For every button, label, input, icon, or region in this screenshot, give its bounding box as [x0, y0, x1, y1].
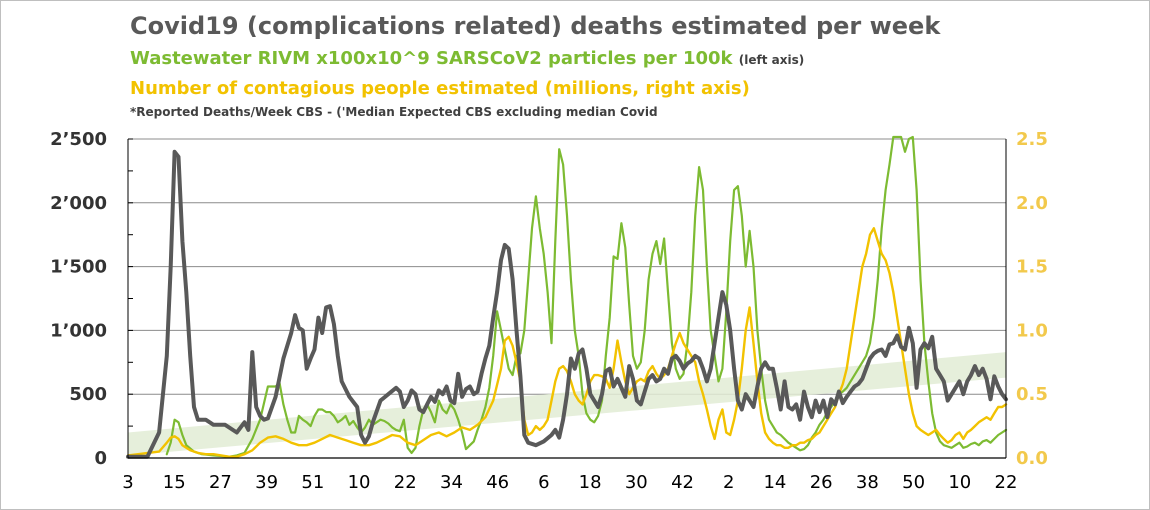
x-tick-label: 3 — [122, 472, 133, 493]
y-right-tick-label: 0.0 — [1016, 448, 1048, 469]
x-tick-label: 51 — [301, 472, 324, 493]
series-lines — [126, 135, 1008, 459]
x-tick-label: 50 — [902, 472, 925, 493]
x-tick-label: 38 — [856, 472, 879, 493]
subtitle-wastewater-note: (left axis) — [738, 53, 805, 67]
axes — [127, 138, 1007, 459]
x-tick-label: 34 — [440, 472, 463, 493]
x-tick-label: 2 — [723, 472, 734, 493]
x-tick-label: 14 — [763, 472, 786, 493]
y-left-tick-label: 1’500 — [50, 257, 107, 278]
y-left-tick-label: 2’000 — [50, 193, 107, 214]
x-tick-label: 6 — [538, 472, 549, 493]
chart-note: *Reported Deaths/Week CBS - ('Median Exp… — [130, 105, 658, 119]
y-right-tick-label: 2.0 — [1016, 193, 1048, 214]
x-tick-label: 18 — [579, 472, 602, 493]
x-tick-label: 15 — [163, 472, 186, 493]
deaths-line — [126, 149, 1008, 459]
x-tick-label: 10 — [948, 472, 971, 493]
x-tick-label: 30 — [625, 472, 648, 493]
y-right-tick-label: 0.5 — [1016, 384, 1048, 405]
x-tick-label: 22 — [394, 472, 417, 493]
y-left-tick-label: 1’000 — [50, 320, 107, 341]
x-tick-label: 22 — [995, 472, 1018, 493]
subtitle-wastewater-text: Wastewater RIVM x100x10^9 SARSCoV2 parti… — [130, 48, 733, 69]
chart-title: Covid19 (complications related) deaths e… — [130, 12, 941, 40]
subtitle-wastewater: Wastewater RIVM x100x10^9 SARSCoV2 parti… — [130, 48, 804, 69]
x-tick-label: 10 — [348, 472, 371, 493]
x-tick-label: 42 — [671, 472, 694, 493]
tick-labels: 0 500 1’000 1’500 2’000 2’500 0.0 0.5 1.0 1.5 2.0 2… — [50, 129, 1048, 493]
y-right-tick-label: 2.5 — [1016, 129, 1048, 150]
y-left-tick-label: 500 — [69, 384, 107, 405]
y-right-tick-label: 1.5 — [1016, 257, 1048, 278]
y-left-tick-label: 2’500 — [50, 129, 107, 150]
x-tick-label: 39 — [255, 472, 278, 493]
y-right-tick-label: 1.0 — [1016, 320, 1048, 341]
subtitle-contagious: Number of contagious people estimated (m… — [130, 78, 750, 99]
x-tick-label: 27 — [209, 472, 232, 493]
y-left-tick-label: 0 — [94, 448, 107, 469]
wastewater-line — [165, 135, 1008, 458]
x-tick-label: 46 — [486, 472, 509, 493]
x-tick-label: 26 — [810, 472, 833, 493]
